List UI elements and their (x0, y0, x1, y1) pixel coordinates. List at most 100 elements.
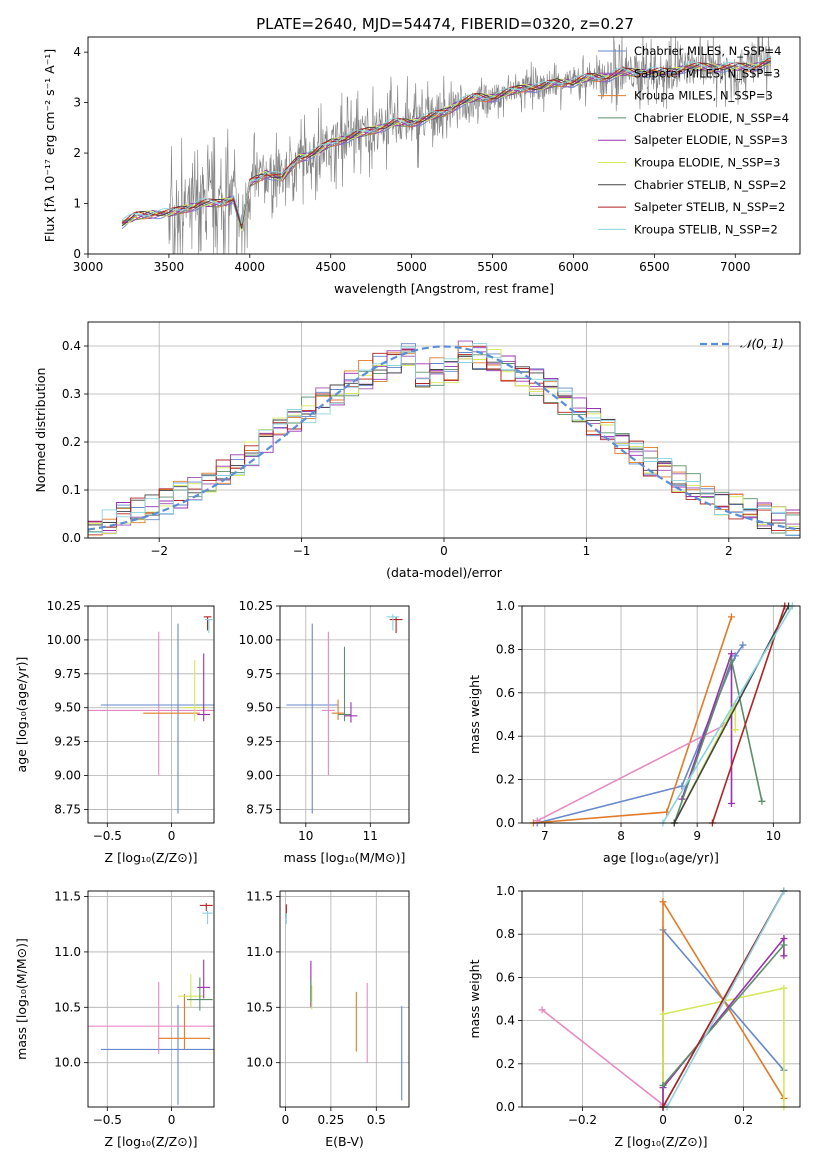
y-tick-label: 0.8 (496, 927, 515, 941)
x-axis-label: Z [log₁₀(Z/Z⊙)] (105, 1134, 198, 1149)
weight-line (673, 605, 790, 824)
legend-entry: Kroupa MILES, N_SSP=3 (634, 89, 773, 103)
y-tick-label: 10.00 (47, 633, 81, 647)
weight_vs_age-axes: 7 8 9 10 0.0 0.2 0.4 0.6 0.8 1.0 age [log₁₀(age/yr… (467, 599, 801, 865)
x-tick-label: 0 (282, 1113, 290, 1127)
plus-marker (739, 641, 747, 649)
axes-frame (279, 890, 410, 1108)
x-tick-label: 5500 (477, 260, 508, 274)
plus-marker (731, 652, 739, 660)
x-tick-label: 0 (659, 1113, 667, 1127)
x-tick-label: 10 (298, 829, 313, 843)
y-tick-label: 1.0 (496, 599, 515, 613)
y-tick-label: 10.5 (54, 1000, 81, 1014)
y-tick-label: 0.1 (62, 483, 81, 497)
y-tick-label: 10.25 (47, 599, 81, 613)
y-tick-label: 1.0 (496, 884, 515, 898)
axes-frame (87, 321, 801, 539)
x-tick-label: 0 (168, 829, 176, 843)
x-tick-label: −0.5 (93, 1113, 122, 1127)
y-tick-label: 0.4 (496, 1014, 515, 1028)
y-tick-label: 11.5 (54, 890, 81, 904)
plus-marker (758, 797, 766, 805)
x-tick-label: 4500 (315, 260, 346, 274)
y-axis-label: Flux [fλ 10⁻¹⁷ erg cm⁻² s⁻¹ A⁻¹] (42, 49, 57, 242)
axes-frame (521, 605, 801, 824)
axes-frame (87, 890, 215, 1108)
y-tick-label: 0.8 (496, 642, 515, 656)
y-tick-label: 9.00 (54, 769, 81, 783)
y-tick-label: 11.0 (54, 945, 81, 959)
x-tick-label: 6500 (639, 260, 670, 274)
legend-entry: Salpeter ELODIE, N_SSP=3 (634, 133, 788, 147)
weight-line (536, 724, 725, 822)
x-axis-label: E(B-V) (325, 1134, 364, 1149)
age_vs_mass-axes: 10 11 8.75 9.00 9.25 9.50 9.75 10.00 10.25 mass [… (239, 599, 410, 865)
legend-entry: Kroupa STELIB, N_SSP=2 (634, 222, 778, 236)
x-tick-label: 0.2 (734, 1113, 753, 1127)
y-tick-label: 10.00 (239, 633, 273, 647)
y-tick-label: 0.0 (62, 531, 81, 545)
y-tick-label: 0.4 (496, 729, 515, 743)
plus-marker (727, 799, 735, 807)
y-tick-label: 2 (73, 146, 81, 160)
y-tick-label: 9.00 (246, 769, 273, 783)
model-line (121, 60, 771, 228)
plus-marker (659, 898, 667, 906)
x-tick-label: 0 (440, 544, 448, 558)
x-tick-label: −0.5 (93, 829, 122, 843)
weight-line (662, 605, 794, 824)
y-tick-label: 0.4 (62, 339, 81, 353)
y-tick-label: 0.3 (62, 387, 81, 401)
model-line (121, 56, 771, 224)
x-tick-label: 0.5 (367, 1113, 386, 1127)
x-tick-label: 3500 (154, 260, 185, 274)
x-axis-label: Z [log₁₀(Z/Z⊙)] (615, 1134, 708, 1149)
x-tick-label: 11 (363, 829, 378, 843)
y-tick-label: 1 (73, 197, 81, 211)
weight-line (541, 1009, 664, 1106)
weight-line (662, 944, 785, 1086)
errorbar-group (88, 616, 214, 814)
y-tick-label: 0.6 (496, 686, 515, 700)
weight_vs_z-axes: −0.2 0 0.2 0.0 0.2 0.4 0.6 0.8 1.0 Z [log₁₀(Z/Z⊙)… (467, 884, 801, 1149)
x-tick-label: 0.25 (318, 1113, 345, 1127)
y-tick-label: 0 (73, 247, 81, 261)
age_vs_z-axes: −0.5 0 8.75 9.00 9.25 9.50 9.75 10.00 10.25 Z [lo… (14, 599, 215, 865)
legend-entry: Salpeter STELIB, N_SSP=2 (634, 200, 785, 214)
legend-entry: Chabrier MILES, N_SSP=4 (634, 44, 781, 58)
y-tick-label: 3 (73, 96, 81, 110)
residuals-axes: −2 −1 0 1 2 0.0 0.1 0.2 0.3 0.4 (data-model)/error… (33, 321, 801, 580)
plus-marker (538, 1006, 546, 1014)
y-tick-label: 11.0 (246, 945, 273, 959)
y-tick-label: 8.75 (54, 802, 81, 816)
x-tick-label: −1 (293, 544, 311, 558)
axes-frame (279, 605, 410, 824)
y-tick-label: 0.2 (496, 773, 515, 787)
y-tick-label: 10.0 (246, 1056, 273, 1070)
histogram-step (88, 349, 800, 535)
y-tick-label: 9.50 (246, 701, 273, 715)
y-tick-label: 9.25 (246, 735, 273, 749)
errorbar-group (88, 903, 214, 1105)
legend-entry: 𝒩(0, 1) (740, 337, 784, 351)
x-axis-label: mass [log₁₀(M/M⊙)] (284, 850, 406, 865)
histogram-step (88, 343, 800, 536)
x-tick-label: 1 (583, 544, 591, 558)
x-tick-label: 10 (766, 829, 781, 843)
histogram-step (88, 345, 800, 531)
mass_vs_z-axes: −0.5 0 10.0 10.5 11.0 11.5 Z [log₁₀(Z/Z⊙)] mass… (14, 890, 215, 1149)
axes-frame (87, 605, 215, 824)
plus-marker (731, 726, 739, 734)
y-axis-label: mass weight (467, 675, 482, 754)
model-line (121, 57, 772, 226)
x-tick-label: 6000 (558, 260, 589, 274)
x-axis-label: wavelength [Angstrom, rest frame] (334, 281, 554, 296)
spectrum-lines (121, 37, 772, 254)
y-tick-label: 9.25 (54, 735, 81, 749)
axes-frame (87, 36, 801, 255)
errorbar-group (285, 904, 403, 1101)
y-tick-label: 0.0 (496, 816, 515, 830)
x-tick-label: 3000 (73, 260, 104, 274)
